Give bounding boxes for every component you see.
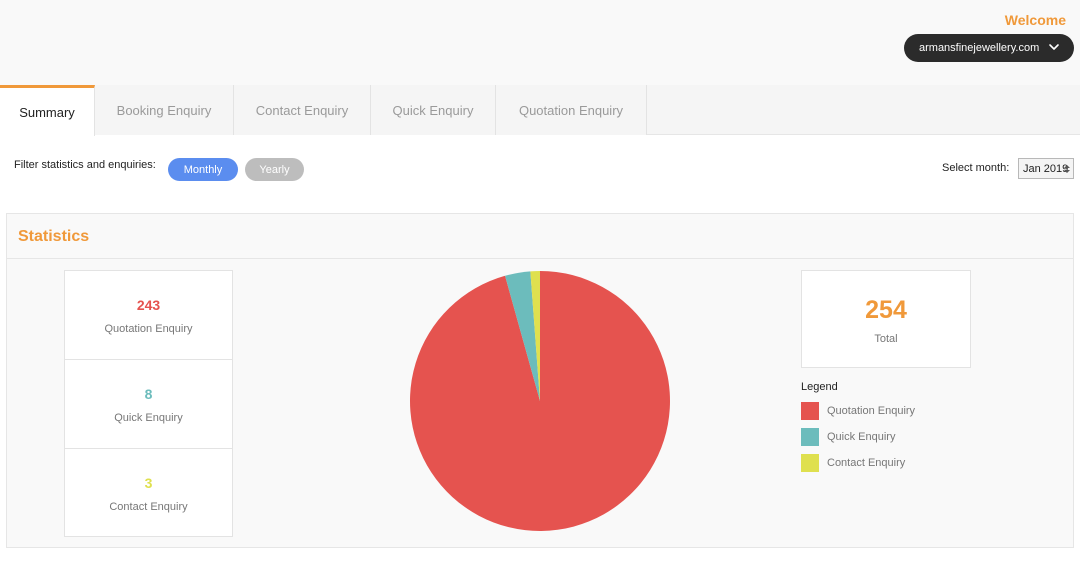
total-label: Total: [874, 333, 898, 345]
filter-label: Filter statistics and enquiries:: [14, 159, 156, 171]
tab-label: Quotation Enquiry: [518, 102, 624, 118]
enquiry-tabs: Summary Booking Enquiry Contact Enquiry …: [0, 85, 1080, 136]
stat-quotation-enquiry: 243 Quotation Enquiry: [65, 271, 232, 360]
select-caret-icon: [1064, 165, 1070, 173]
stat-label: Quick Enquiry: [114, 412, 183, 424]
legend-label: Quick Enquiry: [827, 431, 896, 443]
tab-booking-enquiry[interactable]: Booking Enquiry: [95, 85, 234, 135]
stat-quick-enquiry: 8 Quick Enquiry: [65, 360, 232, 449]
chevron-down-icon: [1049, 44, 1059, 50]
tab-quotation-enquiry[interactable]: Quotation Enquiry: [496, 85, 647, 135]
stat-value: 3: [144, 475, 153, 491]
legend-label: Quotation Enquiry: [827, 405, 916, 417]
legend-swatch: [801, 402, 819, 420]
legend-title: Legend: [801, 381, 838, 393]
month-select[interactable]: Jan 2019: [1018, 158, 1074, 179]
tab-label: Summary: [19, 104, 75, 120]
total-box: 254 Total: [801, 270, 971, 368]
statistics-title: Statistics: [18, 228, 90, 245]
enquiry-pie-chart: [410, 271, 670, 531]
legend-swatch: [801, 428, 819, 446]
welcome-text: Welcome: [1004, 12, 1066, 28]
stat-label: Quotation Enquiry: [104, 323, 193, 335]
pie-slice-quick-enquiry: [505, 271, 540, 401]
top-bar: Welcome armansfinejewellery.com: [0, 0, 1080, 85]
pie-slice-contact-enquiry: [530, 271, 540, 401]
total-value: 254: [865, 296, 907, 324]
stat-value: 243: [136, 297, 161, 313]
stat-value: 8: [144, 386, 153, 402]
tab-label: Contact Enquiry: [255, 102, 349, 118]
tab-contact-enquiry[interactable]: Contact Enquiry: [234, 85, 371, 135]
tab-label: Quick Enquiry: [392, 102, 474, 118]
stat-contact-enquiry: 3 Contact Enquiry: [65, 449, 232, 538]
account-domain: armansfinejewellery.com: [919, 42, 1040, 54]
tab-summary[interactable]: Summary: [0, 85, 95, 136]
account-dropdown[interactable]: armansfinejewellery.com: [904, 34, 1074, 62]
legend-label: Contact Enquiry: [827, 457, 906, 469]
stats-column: 243 Quotation Enquiry 8 Quick Enquiry 3 …: [64, 270, 233, 537]
stat-label: Contact Enquiry: [109, 501, 188, 513]
tab-label: Booking Enquiry: [116, 102, 212, 118]
month-value: Jan 2019: [1023, 162, 1069, 175]
select-month-label: Select month:: [942, 162, 1010, 174]
tab-quick-enquiry[interactable]: Quick Enquiry: [371, 85, 496, 135]
legend-swatch: [801, 454, 819, 472]
monthly-button[interactable]: Monthly: [168, 158, 238, 181]
yearly-button[interactable]: Yearly: [245, 158, 304, 181]
statistics-header: Statistics: [7, 214, 1073, 259]
